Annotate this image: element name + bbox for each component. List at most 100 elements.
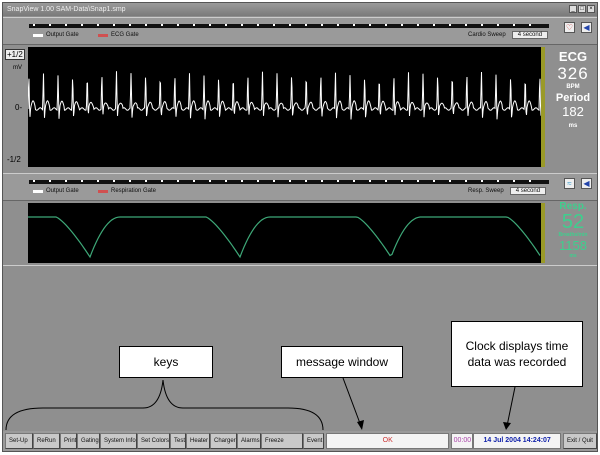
key-charger[interactable]: Charger	[210, 433, 237, 449]
period-value: 182	[562, 104, 584, 119]
minimize-button[interactable]: _	[569, 5, 577, 13]
timeline-tick	[145, 24, 147, 26]
key-gating[interactable]: Gating	[77, 433, 100, 449]
timeline-tick	[465, 24, 467, 26]
timeline-tick	[513, 180, 515, 182]
close-button[interactable]: ×	[587, 5, 595, 13]
resp-sweep-cursor	[541, 203, 545, 263]
key-test[interactable]: Test	[170, 433, 186, 449]
key-set-colors[interactable]: Set Colors	[137, 433, 170, 449]
timeline-tick	[81, 180, 83, 182]
timeline-tick	[273, 24, 275, 26]
key-heater[interactable]: Heater	[186, 433, 210, 449]
message-window: OK	[326, 433, 450, 449]
timeline-tick	[385, 24, 387, 26]
keys-brace	[5, 379, 324, 431]
key-system-info[interactable]: System Info	[100, 433, 137, 449]
resp-rate: 52	[561, 211, 585, 233]
timeline-tick	[177, 24, 179, 26]
ecg-ytick-bottom: -1/2	[7, 155, 21, 164]
ecg-ytick-zero: 0-	[15, 103, 23, 112]
heart-icon[interactable]: ♡	[564, 22, 575, 33]
timeline-tick	[449, 24, 451, 26]
cardio-sweep: Cardio Sweep 4 second	[468, 31, 549, 39]
resp-control-strip: Output Gate Respiration Gate Resp. Sweep…	[3, 173, 597, 201]
timeline-tick	[161, 24, 163, 26]
key-rerun[interactable]: ReRun	[33, 433, 60, 449]
timeline-tick	[321, 24, 323, 26]
lungs-icon[interactable]: ≈	[564, 178, 575, 189]
timeline-tick	[337, 24, 339, 26]
timeline-tick	[81, 24, 83, 26]
timeline-tick	[433, 180, 435, 182]
resp-rate-unit: Breaths/min	[558, 232, 588, 238]
timeline-tick	[161, 180, 163, 182]
timeline-tick	[353, 180, 355, 182]
timeline-tick	[193, 24, 195, 26]
timeline-tick	[193, 180, 195, 182]
legend-label: Output Gate	[46, 188, 79, 194]
timeline-tick	[305, 180, 307, 182]
timeline-tick	[49, 24, 51, 26]
timeline-tick	[65, 180, 67, 182]
exit-quit-button[interactable]: Exit / Quit	[562, 433, 597, 449]
annotation-arrows	[5, 378, 516, 431]
timeline-tick	[529, 180, 531, 182]
legend-label: ECG Gate	[111, 32, 139, 38]
resp-plot	[28, 203, 543, 263]
elapsed-counter: 00:00	[451, 433, 474, 449]
timeline-tick	[209, 180, 211, 182]
sweep-select[interactable]: 4 second	[511, 31, 549, 39]
sweep-select[interactable]: 4 second	[509, 187, 547, 195]
maximize-button[interactable]: □	[578, 5, 586, 13]
speaker-icon[interactable]: ◀	[581, 178, 592, 189]
key-freeze[interactable]: Freeze	[261, 433, 303, 449]
bottom-toolbar: Set-Up ReRun Print Gating System Info Set Col…	[3, 431, 597, 451]
ecg-unit: mV	[13, 65, 22, 71]
timeline-tick	[273, 180, 275, 182]
timeline-tick	[417, 24, 419, 26]
timeline-tick	[497, 180, 499, 182]
key-print[interactable]: Print	[60, 433, 77, 449]
timeline-tick	[129, 180, 131, 182]
timeline-tick	[241, 24, 243, 26]
ecg-title: ECG	[558, 49, 588, 64]
timeline-tick	[241, 180, 243, 182]
timeline-tick	[513, 24, 515, 26]
timeline-tick	[369, 24, 371, 26]
title-bar: SnapView 1.00 SAM-Data\Snap1.smp _ □ ×	[3, 3, 597, 16]
timeline-tick	[481, 180, 483, 182]
timeline-tick	[97, 180, 99, 182]
timeline-tick	[113, 24, 115, 26]
clock-arrow	[506, 386, 516, 427]
timeline-tick	[225, 180, 227, 182]
callout-keys: keys	[119, 346, 213, 378]
resp-timeline[interactable]	[29, 180, 549, 184]
legend-label: Output Gate	[46, 32, 79, 38]
key-event[interactable]: Event	[303, 433, 324, 449]
legend-respiration-gate: Respiration Gate	[98, 188, 156, 194]
resp-period-unit: ms	[569, 253, 577, 259]
callout-clock: Clock displays time data was recorded	[451, 321, 583, 387]
callout-message-window: message window	[281, 346, 403, 378]
timeline-tick	[129, 24, 131, 26]
timeline-tick	[257, 180, 259, 182]
ecg-plot	[28, 47, 543, 167]
key-set-up[interactable]: Set-Up	[5, 433, 33, 449]
speaker-icon[interactable]: ◀	[581, 22, 592, 33]
timeline-tick	[97, 24, 99, 26]
key-alarms[interactable]: Alarms	[237, 433, 261, 449]
ecg-timeline[interactable]	[29, 24, 549, 28]
timeline-tick	[33, 180, 35, 182]
legend-output-gate: Output Gate	[33, 32, 79, 38]
timeline-tick	[481, 24, 483, 26]
legend-output-gate: Output Gate	[33, 188, 79, 194]
timeline-tick	[209, 24, 211, 26]
ecg-ytick-top: +1/2	[5, 49, 25, 60]
timeline-tick	[177, 180, 179, 182]
timeline-tick	[337, 180, 339, 182]
timeline-tick	[113, 180, 115, 182]
timeline-tick	[49, 180, 51, 182]
window-title: SnapView 1.00 SAM-Data\Snap1.smp	[7, 6, 126, 13]
